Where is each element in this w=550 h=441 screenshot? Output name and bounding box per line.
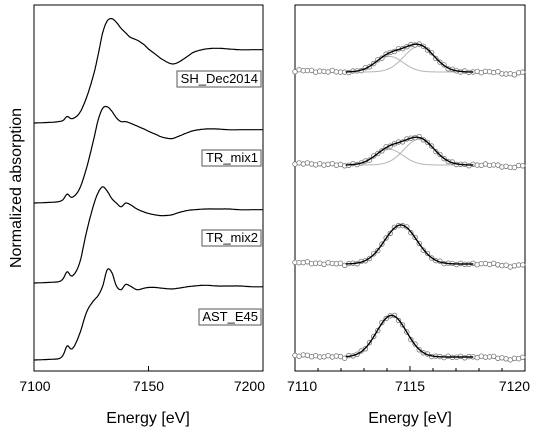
data-point [337,260,344,266]
spectrum-label-box [201,149,262,167]
fit-total-curve [345,314,474,358]
right-x-tick-label: 7110 [287,378,317,394]
right-x-tick-label: 7115 [395,378,425,394]
spectrum-label-tr-mix1: TR_mix1 [201,149,262,167]
spectrum-label-sh-dec2014: SH_Dec2014 [176,70,262,88]
spectrum-label-box [198,308,262,326]
xanes-curve-tr-mix2 [34,186,263,284]
data-point [491,353,497,359]
pre-edge-ast-e45 [292,312,526,363]
data-point [511,72,518,78]
left-x-tick-label: 7150 [133,378,164,394]
left-panel-xanes: 7100 7150 7200 SH_Dec2014 TR_mix1 TR_mix2 AST… [19,4,265,427]
left-x-axis-label: Energy [eV] [106,410,190,427]
right-x-ticks: 7110 7115 7120 [287,366,530,394]
data-point [520,262,526,268]
y-axis-label: Normalized absorption [8,108,25,268]
fit-total-curve [345,224,474,265]
fit-component-curve [322,45,492,73]
data-point [520,69,526,75]
left-x-tick-label: 7100 [19,378,50,394]
pre-edge-sh-dec2014 [292,41,526,78]
left-x-tick-label: 7200 [234,378,265,394]
fit-total-curve [345,43,474,73]
data-point [520,354,526,360]
xanes-curve-sh-dec2014 [34,18,263,124]
fit-total-curve [345,136,474,166]
left-spectrum-labels: SH_Dec2014 TR_mix1 TR_mix2 AST_E45 [176,70,262,326]
right-plot-frame [294,4,526,372]
spectrum-label-box [201,229,262,247]
left-x-ticks: 7100 7150 7200 [19,366,265,394]
right-x-tick-label: 7120 [499,378,530,394]
data-point [511,164,518,171]
right-panel-pre-edge: 7110 7115 7120 Energy [eV] [287,4,530,427]
spectrum-label-ast-e45: AST_E45 [198,308,262,326]
pre-edge-tr-mix1 [292,133,526,171]
spectrum-label-text: TR_mix1 [206,150,258,165]
pre-edge-tr-mix2 [292,222,526,270]
spectrum-label-text: AST_E45 [202,309,258,324]
right-x-axis-label: Energy [eV] [368,410,452,427]
spectrum-label-box [176,70,262,88]
fit-component-curve [322,138,492,166]
data-point [292,69,298,75]
left-spectra [34,18,263,361]
spectrum-label-tr-mix2: TR_mix2 [201,229,262,247]
xanes-curve-tr-mix1 [34,105,263,204]
right-pre-edge-fits [292,41,526,363]
data-point [520,163,526,169]
spectrum-label-text: SH_Dec2014 [181,71,258,86]
xanes-curve-ast-e45 [34,268,263,361]
spectrum-label-text: TR_mix2 [206,230,258,245]
data-point [511,263,518,269]
data-point [495,68,501,75]
